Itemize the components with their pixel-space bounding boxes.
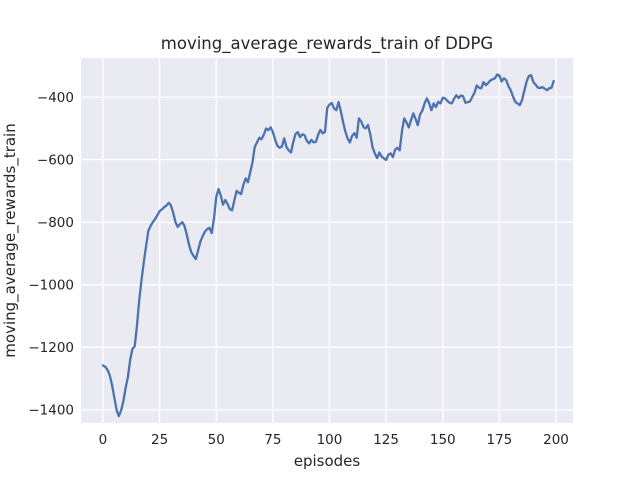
svg-text:−600: −600 [37,152,74,168]
gridlines [81,58,573,423]
svg-text:−1200: −1200 [28,340,74,356]
svg-text:100: 100 [317,432,343,448]
svg-text:−400: −400 [37,90,74,106]
y-tick-labels: −400 −600 −800 −1000 −1200 −1400 [28,90,74,419]
svg-text:200: 200 [543,432,569,448]
svg-text:175: 175 [486,432,512,448]
svg-text:−1000: −1000 [28,278,74,294]
svg-text:−1400: −1400 [28,403,74,419]
svg-text:25: 25 [151,432,168,448]
svg-text:125: 125 [373,432,399,448]
x-axis-label: episodes [294,452,361,470]
x-tick-labels: 0 25 50 75 100 125 150 175 200 [99,432,569,448]
series-line [101,73,555,418]
svg-text:0: 0 [99,432,108,448]
chart-title: moving_average_rewards_train of DDPG [161,34,493,54]
svg-text:−800: −800 [37,215,74,231]
y-axis-label: moving_average_rewards_train [1,123,20,357]
svg-text:150: 150 [430,432,456,448]
svg-text:50: 50 [208,432,225,448]
svg-text:75: 75 [264,432,281,448]
